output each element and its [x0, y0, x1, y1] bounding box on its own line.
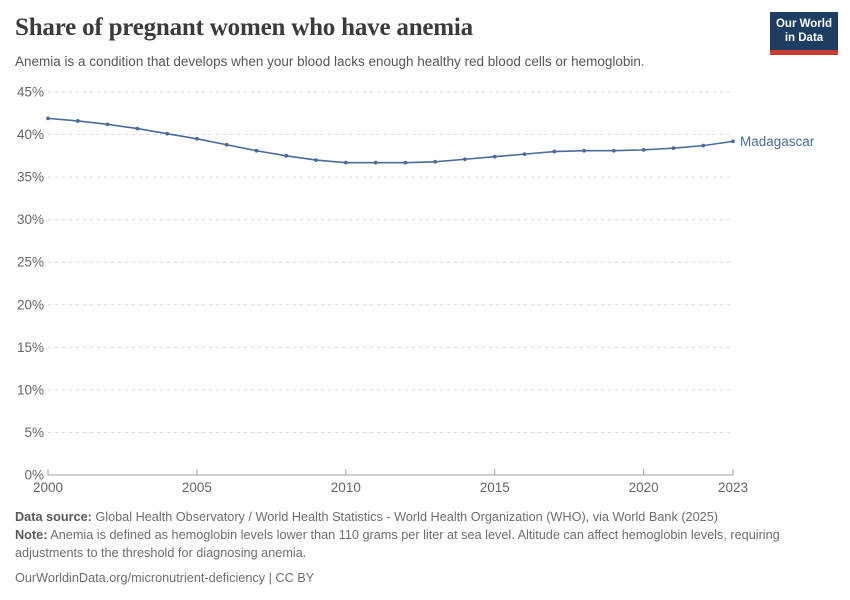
data-source-line: Data source: Global Health Observatory /…	[15, 508, 823, 526]
data-point	[343, 160, 348, 165]
data-point	[492, 154, 497, 159]
y-tick-label: 40%	[17, 127, 44, 142]
data-point	[403, 160, 408, 165]
x-tick-label: 2010	[331, 480, 361, 495]
y-tick-label: 30%	[17, 212, 44, 227]
data-point	[195, 136, 199, 141]
owid-logo-text: Our World in Data	[770, 12, 838, 50]
data-point	[433, 159, 438, 164]
data-point	[582, 148, 586, 153]
note-line: Note: Anemia is defined as hemoglobin le…	[15, 526, 823, 562]
owid-logo-line2: in Data	[784, 32, 824, 45]
data-point	[314, 158, 318, 162]
note-label: Note:	[15, 528, 48, 543]
data-point	[46, 116, 50, 121]
data-point	[701, 143, 706, 148]
data-point	[254, 148, 259, 153]
data-point	[75, 119, 80, 123]
data-point	[224, 142, 229, 147]
data-point	[611, 148, 616, 153]
y-tick-label: 45%	[17, 85, 44, 100]
note-text: Anemia is defined as hemoglobin levels l…	[15, 528, 780, 561]
x-tick-label: 2005	[182, 480, 212, 495]
data-point	[373, 160, 378, 165]
series-line	[47, 117, 734, 164]
x-tick-label: 2020	[629, 480, 659, 495]
chart-subtitle: Anemia is a condition that develops when…	[15, 54, 645, 69]
y-tick-label: 5%	[24, 425, 44, 440]
owid-logo-line1: Our World	[775, 18, 832, 30]
data-point	[641, 147, 646, 152]
y-tick-label: 20%	[17, 297, 44, 312]
data-point	[284, 153, 289, 158]
data-source-text: Global Health Observatory / World Health…	[91, 510, 719, 524]
chart-footer: Data source: Global Health Observatory /…	[15, 508, 823, 587]
data-point	[522, 152, 527, 157]
x-tick-label: 2023	[718, 480, 748, 495]
owid-logo-red-bar	[770, 49, 838, 55]
y-tick-label: 0%	[24, 468, 44, 483]
x-tick-label: 2015	[480, 480, 510, 495]
y-tick-label: 35%	[17, 170, 44, 185]
data-point	[135, 126, 140, 131]
y-tick-label: 15%	[17, 340, 44, 355]
x-tick-label: 2000	[33, 480, 63, 495]
data-point	[731, 139, 735, 144]
y-tick-label: 25%	[17, 255, 44, 270]
data-point	[463, 157, 467, 162]
data-source-label: Data source:	[15, 510, 92, 524]
owid-logo: Our World in Data	[770, 12, 838, 55]
data-point	[552, 149, 557, 154]
data-point	[165, 131, 170, 136]
series-end-label: Madagascar	[740, 134, 815, 149]
data-point	[671, 146, 676, 151]
page-title: Share of pregnant women who have anemia	[15, 14, 473, 41]
footer-url[interactable]: OurWorldinData.org/micronutrient-deficie…	[15, 571, 315, 586]
y-tick-label: 10%	[17, 382, 44, 397]
data-point	[105, 122, 110, 127]
